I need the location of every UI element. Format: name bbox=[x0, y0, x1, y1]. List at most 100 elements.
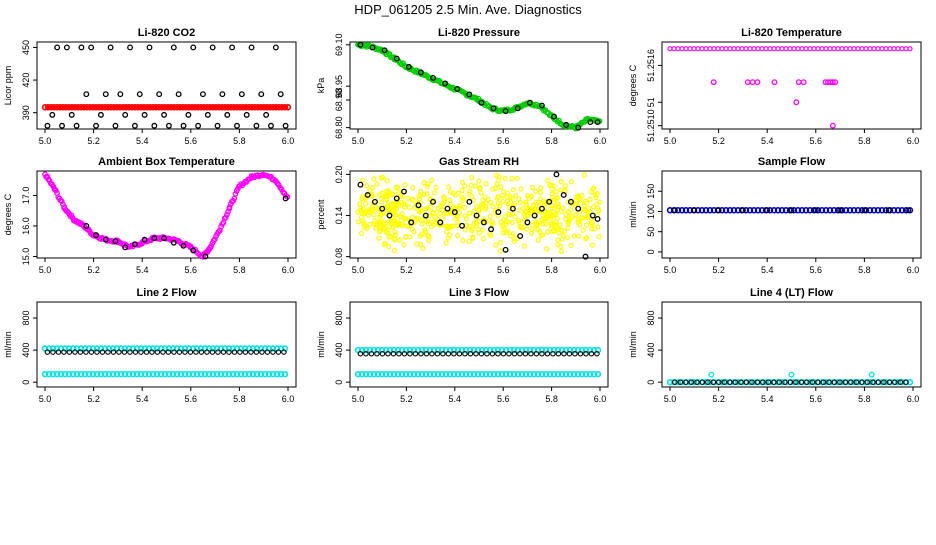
data-point-line4-avg bbox=[870, 379, 876, 385]
data-point-rh-scatter bbox=[510, 231, 516, 237]
plot-frame bbox=[36, 41, 297, 130]
x-tick-label: 5.0 bbox=[664, 265, 677, 275]
data-point-rh-scatter bbox=[416, 207, 422, 214]
x-tick-label: 5.0 bbox=[352, 136, 365, 146]
x-tick-label: 5.6 bbox=[185, 394, 198, 404]
data-point-rh-scatter bbox=[459, 179, 465, 185]
data-point-rh-scatter bbox=[460, 237, 466, 244]
data-point-rh-scatter bbox=[494, 195, 500, 201]
data-point-reference bbox=[191, 104, 199, 111]
data-point-line2-avg bbox=[99, 349, 106, 355]
data-point-line3-avg bbox=[539, 350, 545, 357]
data-point-line2-low bbox=[281, 370, 289, 378]
data-point-rh-scatter bbox=[588, 219, 595, 226]
data-point-line2-low bbox=[101, 370, 109, 378]
data-point-reference bbox=[269, 104, 277, 111]
data-point-rh-scatter bbox=[524, 212, 531, 219]
data-point-line3-avg bbox=[511, 350, 518, 357]
data-point-rh-avg bbox=[546, 198, 553, 205]
data-point-rh-scatter bbox=[455, 190, 461, 196]
data-point-rh-scatter bbox=[443, 240, 449, 246]
data-point-line4-avg bbox=[688, 379, 695, 385]
data-point-reference bbox=[137, 104, 145, 111]
data-point-line4-avg bbox=[815, 379, 821, 385]
data-point-rh-scatter bbox=[385, 188, 391, 194]
data-point-rh-scatter bbox=[488, 232, 494, 238]
data-point-line3-avg bbox=[489, 350, 496, 357]
data-point-rh-scatter bbox=[558, 179, 564, 185]
data-point-line2-low bbox=[65, 370, 73, 378]
data-point-co2 bbox=[54, 44, 61, 51]
data-point-rh-scatter bbox=[589, 226, 595, 232]
y-axis-label: degrees C bbox=[628, 64, 638, 106]
data-point-rh-scatter bbox=[447, 189, 454, 195]
data-point-rh-scatter bbox=[510, 187, 516, 193]
data-point-pressure-avg bbox=[594, 119, 601, 126]
data-point-rh-scatter bbox=[596, 207, 602, 214]
data-point-co2 bbox=[112, 122, 119, 129]
data-point-rh-avg bbox=[553, 171, 560, 178]
data-point-rh-scatter bbox=[555, 226, 562, 232]
data-point-line2-low bbox=[61, 370, 69, 378]
data-point-reference bbox=[227, 104, 235, 111]
data-point-rh-scatter bbox=[561, 228, 567, 234]
data-point-line3-avg bbox=[517, 350, 523, 357]
data-point-rh-scatter bbox=[433, 184, 439, 190]
data-point-pressure-avg bbox=[466, 91, 473, 98]
y-tick-label: 400 bbox=[646, 343, 656, 358]
data-point-co2 bbox=[190, 44, 197, 51]
data-point-line2-low bbox=[189, 370, 197, 378]
data-point-line2-avg bbox=[55, 349, 62, 355]
data-point-line2-low bbox=[93, 370, 101, 378]
y-tick-label: 0 bbox=[646, 249, 656, 254]
data-point-reference bbox=[104, 104, 112, 111]
x-tick-label: 5.4 bbox=[761, 394, 774, 404]
data-point-ambient-avg bbox=[141, 236, 148, 243]
data-point-line2-low bbox=[173, 370, 181, 378]
data-point-reference bbox=[101, 104, 109, 111]
data-point-reference bbox=[155, 104, 163, 111]
data-point-rh-avg bbox=[357, 181, 364, 188]
data-point-line4-avg bbox=[765, 379, 772, 385]
data-point-line2-high bbox=[121, 345, 129, 352]
data-point-line2-avg bbox=[237, 349, 243, 355]
data-point-rh-scatter bbox=[457, 203, 463, 209]
data-point-rh-avg bbox=[589, 212, 596, 219]
panel-title: Ambient Box Temperature bbox=[98, 156, 235, 168]
data-point-line2-avg bbox=[259, 349, 265, 355]
data-point-rh-scatter bbox=[374, 181, 380, 187]
data-point-rh-scatter bbox=[576, 233, 582, 239]
plot-frame bbox=[349, 301, 609, 388]
data-point-line3-avg bbox=[550, 350, 556, 357]
data-point-line2-avg bbox=[242, 349, 249, 355]
data-point-rh-scatter bbox=[427, 196, 433, 202]
data-point-rh-scatter bbox=[397, 237, 403, 243]
data-point-rh-scatter bbox=[366, 207, 372, 213]
data-point-rh-scatter bbox=[529, 184, 536, 191]
data-point-line2-avg bbox=[127, 349, 133, 355]
data-point-reference bbox=[194, 104, 202, 111]
data-point-co2 bbox=[117, 91, 124, 98]
data-point-rh-scatter bbox=[424, 191, 430, 197]
x-tick-label: 5.0 bbox=[352, 394, 365, 404]
y-tick-label: 68.95 bbox=[334, 75, 344, 98]
data-point-rh-scatter bbox=[406, 204, 412, 211]
data-point-line3-high bbox=[594, 346, 602, 354]
y-tick-label: 50 bbox=[646, 227, 656, 237]
data-point-line4-avg bbox=[699, 379, 706, 385]
data-point-line4-avg bbox=[837, 379, 843, 385]
data-point-line4-avg bbox=[793, 379, 799, 385]
data-point-sample-avg bbox=[691, 207, 698, 214]
y-axis-label: ml/min bbox=[3, 331, 13, 358]
data-point-reference bbox=[242, 104, 250, 111]
data-point-ambient-avg bbox=[102, 236, 109, 243]
data-point-rh-scatter bbox=[409, 197, 415, 203]
data-point-line2-low bbox=[217, 370, 225, 378]
data-point-line2-avg bbox=[182, 349, 188, 355]
y-tick-label: 400 bbox=[21, 343, 31, 358]
data-point-line2-avg bbox=[116, 349, 122, 355]
data-point-line4-avg bbox=[677, 379, 684, 385]
x-tick-label: 5.8 bbox=[545, 265, 558, 275]
data-point-reference bbox=[170, 104, 178, 111]
